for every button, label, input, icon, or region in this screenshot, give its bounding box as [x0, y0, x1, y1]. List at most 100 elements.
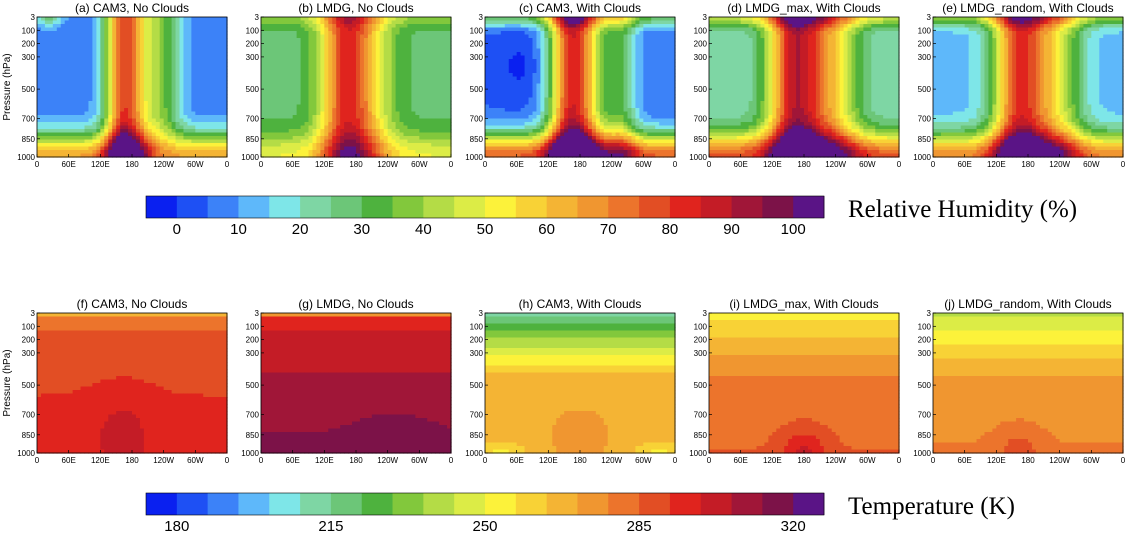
contour-cell [120, 42, 125, 46]
contour-cell [265, 31, 270, 35]
contour-cell [400, 31, 405, 35]
contour-cell [340, 94, 345, 98]
contour-cell [372, 129, 377, 133]
contour-cell [61, 70, 66, 74]
contour-cell [655, 84, 660, 88]
contour-cell [439, 105, 444, 109]
contour-cell [643, 73, 648, 77]
contour-cell [199, 24, 204, 28]
contour-cell [320, 28, 325, 32]
contour-cell [148, 70, 153, 74]
contour-cell [152, 84, 157, 88]
contour-cell [96, 28, 101, 32]
contour-cell [651, 70, 656, 74]
contour-cell [548, 38, 553, 42]
contour-cell [368, 115, 373, 119]
contour-cell [183, 105, 188, 109]
contour-cell [328, 66, 333, 70]
contour-cell [187, 24, 192, 28]
contour-cell [612, 38, 617, 42]
contour-cell [100, 77, 105, 81]
contour-cell [364, 42, 369, 46]
contour-cell [172, 112, 177, 116]
contour-cell [211, 133, 216, 137]
contour-cell [132, 122, 137, 126]
contour-cell [592, 28, 597, 32]
contour-cell [191, 56, 196, 60]
contour-cell [356, 80, 361, 84]
contour-cell [128, 70, 133, 74]
contour-cell [415, 115, 420, 119]
contour-cell [568, 35, 573, 39]
contour-cell [635, 73, 640, 77]
contour-cell [344, 133, 349, 137]
contour-cell [152, 119, 157, 123]
contour-cell [128, 115, 133, 119]
contour-cell [548, 49, 553, 53]
contour-cell [525, 24, 530, 28]
contour-cell [203, 31, 208, 35]
contour-cell [69, 115, 74, 119]
contour-cell [116, 45, 121, 49]
contour-cell [211, 101, 216, 105]
contour-cell [92, 94, 97, 98]
contour-cell [435, 35, 440, 39]
contour-cell [132, 150, 137, 154]
contour-cell [108, 105, 113, 109]
contour-cell [148, 24, 153, 28]
contour-cell [281, 42, 286, 46]
contour-cell [560, 84, 565, 88]
contour-cell [261, 119, 266, 123]
contour-cell [635, 91, 640, 95]
contour-cell [509, 87, 514, 91]
contour-cell [328, 94, 333, 98]
contour-cell [529, 91, 534, 95]
contour-cell [96, 101, 101, 105]
contour-cell [513, 94, 518, 98]
contour-cell [77, 21, 82, 25]
contour-cell [485, 73, 490, 77]
contour-cell [176, 38, 181, 42]
contour-cell [265, 49, 270, 53]
contour-cell [277, 52, 282, 56]
contour-cell [152, 115, 157, 119]
contour-cell [219, 17, 224, 21]
contour-cell [411, 66, 416, 70]
contour-cell [552, 80, 557, 84]
contour-cell [160, 56, 165, 60]
contour-cell [400, 129, 405, 133]
contour-cell [540, 28, 545, 32]
contour-cell [431, 45, 436, 49]
contour-cell [384, 84, 389, 88]
contour-cell [211, 24, 216, 28]
contour-cell [120, 129, 125, 133]
contour-cell [368, 49, 373, 53]
contour-cell [489, 91, 494, 95]
contour-cell [647, 52, 652, 56]
contour-cell [108, 59, 113, 63]
contour-cell [53, 66, 58, 70]
contour-cell [419, 80, 424, 84]
contour-cell [85, 38, 90, 42]
contour-cell [45, 133, 50, 137]
contour-cell [53, 42, 58, 46]
contour-cell [380, 80, 385, 84]
contour-cell [328, 105, 333, 109]
contour-cell [368, 21, 373, 25]
contour-cell [164, 59, 169, 63]
contour-cell [108, 150, 113, 154]
contour-cell [431, 133, 436, 137]
contour-cell [65, 112, 70, 116]
contour-cell [324, 66, 329, 70]
contour-cell [100, 91, 105, 95]
contour-cell [293, 126, 298, 130]
contour-cell [356, 98, 361, 102]
contour-cell [195, 70, 200, 74]
contour-cell [544, 52, 549, 56]
contour-cell [439, 77, 444, 81]
contour-cell [156, 21, 161, 25]
contour-cell [176, 28, 181, 32]
contour-cell [392, 52, 397, 56]
contour-cell [419, 129, 424, 133]
